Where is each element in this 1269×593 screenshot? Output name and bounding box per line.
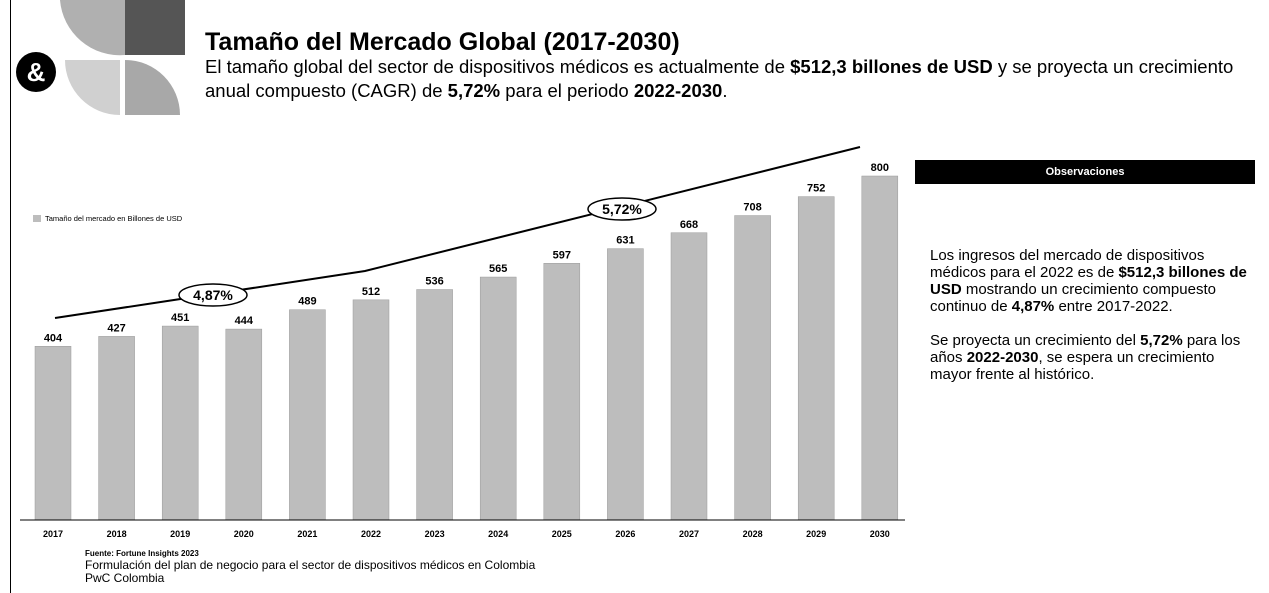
x-tick-label: 2022 [361, 529, 381, 539]
x-tick-label: 2028 [743, 529, 763, 539]
paragraph: Se proyecta un crecimiento del 5,72% par… [930, 332, 1250, 383]
x-tick-label: 2025 [552, 529, 572, 539]
bar [479, 276, 517, 521]
bold-text: 4,87% [1011, 298, 1055, 315]
legend-swatch [33, 215, 41, 222]
text: Los ingresos del mercado de dispositivos… [930, 247, 1205, 281]
value-label: 512 [362, 286, 380, 298]
bar [289, 309, 326, 521]
value-label: 597 [553, 249, 571, 261]
bar [352, 299, 390, 521]
x-tick-label: 2024 [488, 529, 508, 539]
bold-text: 5,72% [447, 80, 501, 101]
x-tick-label: 2019 [170, 529, 190, 539]
text: para el periodo [500, 80, 634, 101]
annotation: 5,72% [602, 201, 642, 217]
value-label: 451 [171, 312, 189, 324]
text: Se proyecta un crecimiento del [930, 332, 1141, 349]
value-label: 404 [44, 332, 63, 344]
paragraph: Los ingresos del mercado de dispositivos… [930, 247, 1250, 315]
text: El tamaño global del sector de dispositi… [205, 56, 791, 77]
value-label: 565 [489, 263, 507, 275]
bold-text: $512,3 billones de USD [790, 56, 993, 77]
value-label: 427 [107, 322, 125, 334]
bold-text: 5,72% [1140, 332, 1183, 349]
x-tick-label: 2027 [679, 529, 699, 539]
x-tick-label: 2029 [806, 529, 826, 539]
bar [98, 336, 135, 521]
legend-label: Tamaño del mercado en Billones de USD [45, 214, 183, 223]
value-label: 631 [616, 235, 634, 247]
footer-line: Formulación del plan de negocio para el … [85, 558, 536, 572]
x-tick-label: 2020 [234, 529, 254, 539]
value-label: 752 [807, 183, 825, 195]
source: Fuente: Fortune Insights 2023 [85, 549, 199, 558]
text: para los años [930, 332, 1241, 366]
bar [607, 248, 644, 521]
bold-text: 2022-2030 [966, 349, 1039, 366]
annotation: 4,87% [193, 287, 233, 303]
footer-line: PwC Colombia [85, 571, 165, 585]
text: y se proyecta un crecimiento anual compu… [205, 56, 1234, 101]
value-label: 668 [680, 219, 698, 231]
bold-text: 2022-2030 [633, 80, 723, 101]
x-tick-label: 2018 [107, 529, 127, 539]
logo-text: & [27, 57, 46, 87]
text: . [722, 80, 728, 101]
bold-text: $512,3 billones de USD [930, 264, 1247, 298]
observations-title: Observaciones [915, 160, 1255, 184]
footer: Fuente: Fortune Insights 2023 Formulació… [85, 549, 535, 585]
annotation-ellipse [178, 283, 248, 307]
text: entre 2017-2022. [1054, 298, 1173, 315]
bar [416, 289, 453, 521]
x-tick-label: 2021 [297, 529, 317, 539]
trend-line [54, 146, 861, 319]
x-tick-label: 2023 [425, 529, 445, 539]
x-tick-label: 2026 [615, 529, 635, 539]
x-tick-label: 2030 [870, 529, 890, 539]
value-label: 444 [235, 315, 254, 327]
logo: & [16, 0, 185, 115]
x-tick-label: 2017 [43, 529, 63, 539]
text: mostrando un crecimiento compuesto conti… [930, 281, 1216, 315]
bar [543, 263, 581, 521]
bar [225, 328, 263, 521]
value-label: 800 [871, 162, 889, 174]
bar [670, 232, 708, 521]
value-label: 489 [298, 296, 316, 308]
bar [861, 175, 899, 521]
bar [797, 196, 835, 521]
observations: Los ingresos del mercado de dispositivos… [930, 247, 1250, 400]
bar [34, 346, 72, 521]
chart: 4,87% 5,72% Tamaño del mercado en Billon… [20, 146, 905, 539]
text: , se espera un crecimiento mayor frente … [930, 349, 1215, 383]
bar [734, 215, 771, 521]
left-border [10, 0, 11, 593]
bar [161, 325, 199, 521]
annotation-ellipse [587, 197, 657, 221]
subtitle: El tamaño global del sector de dispositi… [205, 55, 1255, 103]
value-label: 708 [743, 202, 761, 214]
title: Tamaño del Mercado Global (2017-2030) [205, 28, 680, 56]
value-label: 536 [425, 276, 443, 288]
